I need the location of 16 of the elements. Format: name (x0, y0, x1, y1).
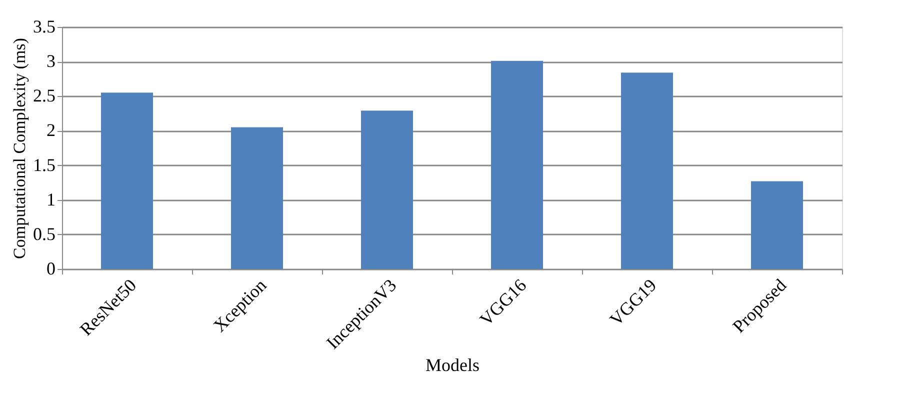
y-tick-label: 0.5 (33, 224, 56, 244)
y-tick-label: 3 (46, 51, 56, 72)
bar (751, 181, 803, 269)
bar (621, 72, 673, 269)
bar (101, 92, 153, 269)
y-axis-title: Computational Complexity (ms) (10, 38, 29, 259)
bar (361, 110, 413, 269)
y-tick-label: 2 (46, 120, 56, 140)
y-tick-label: 1.5 (33, 154, 56, 175)
x-axis-title: Models (426, 354, 480, 375)
y-tick-label: 3.5 (33, 16, 56, 36)
bar (491, 60, 543, 269)
y-tick-label: 0 (46, 258, 56, 278)
bar (231, 127, 283, 269)
y-tick-label: 1 (46, 189, 56, 210)
y-tick-label: 2.5 (33, 86, 56, 106)
